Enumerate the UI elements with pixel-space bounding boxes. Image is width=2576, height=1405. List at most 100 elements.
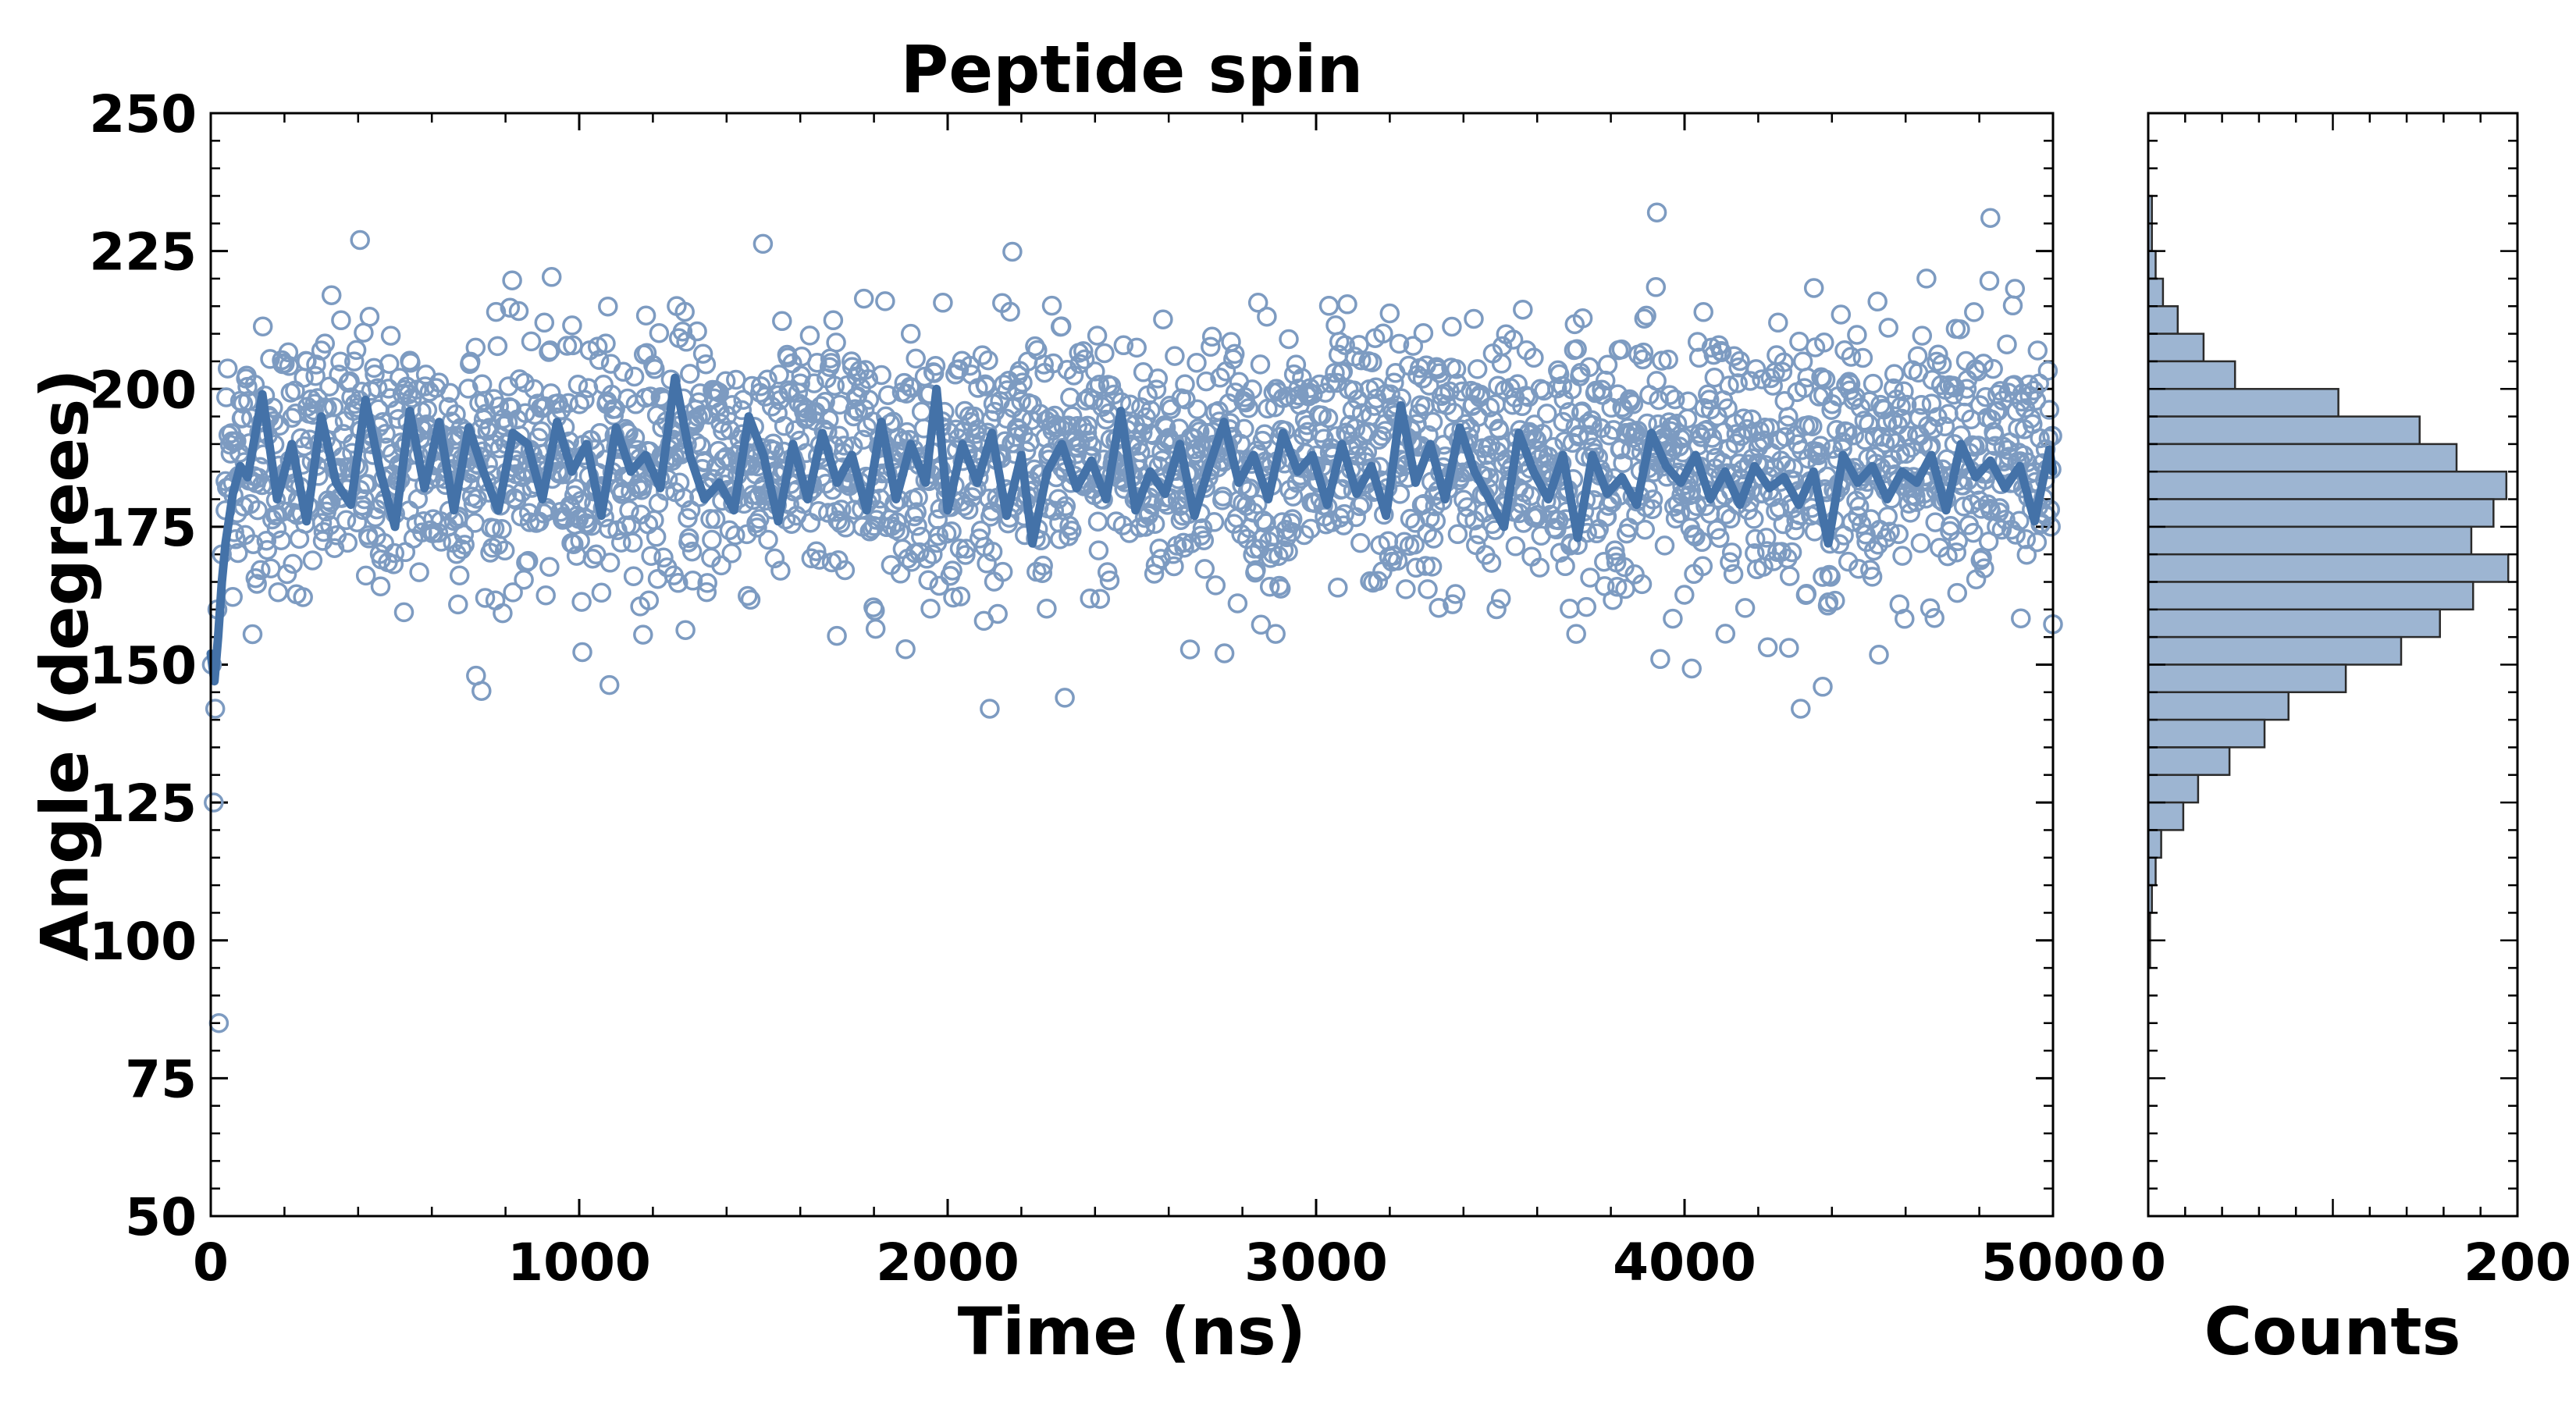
scatter-point — [1041, 295, 1062, 316]
scatter-point — [1658, 349, 1678, 370]
scatter-point — [1869, 645, 1889, 665]
scatter-point — [2005, 525, 2026, 545]
scatter-point — [465, 337, 486, 358]
scatter-point — [1985, 436, 2005, 456]
scatter-point — [1201, 336, 1221, 357]
scatter-point — [1113, 335, 1134, 356]
scatter-point — [1620, 392, 1641, 412]
scatter-point — [1373, 323, 1393, 344]
scatter-point — [1947, 582, 1968, 603]
scatter-point — [1069, 354, 1090, 374]
scatter-point — [887, 512, 907, 533]
scatter-point — [228, 542, 248, 564]
scatter-point — [508, 301, 529, 322]
scatter-point — [1328, 578, 1348, 598]
scatter-point — [1631, 574, 1653, 595]
x-tick-label: 4000 — [1613, 1232, 1756, 1293]
scatter-point — [702, 529, 722, 550]
scatter-point — [1442, 316, 1462, 337]
scatter-point — [562, 315, 582, 336]
scatter-point — [1646, 202, 1667, 222]
scatter-point — [1443, 594, 1463, 614]
scatter-point — [1082, 436, 1102, 457]
scatter-point — [315, 333, 336, 354]
scatter-point — [2011, 608, 2031, 628]
scatter-point — [1147, 368, 1169, 389]
scatter-point — [1635, 519, 1656, 540]
scatter-point — [1089, 374, 1110, 395]
scatter-point — [1934, 416, 1955, 437]
y-tick-label: 125 — [89, 774, 197, 834]
scatter-point — [344, 351, 365, 372]
scatter-point — [933, 293, 953, 313]
scatter-point — [599, 674, 620, 695]
scatter-point — [1810, 436, 1831, 456]
scatter-point — [705, 509, 726, 529]
scatter-point — [920, 598, 941, 619]
scatter-point — [1980, 208, 2001, 228]
scatter-point — [622, 532, 643, 553]
scatter-point — [1350, 532, 1371, 553]
scatter-point — [463, 493, 484, 514]
scatter-point — [1075, 390, 1096, 411]
scatter-point — [539, 557, 560, 577]
scatter-point — [514, 569, 534, 590]
scatter-point — [1204, 512, 1225, 532]
scatter-point — [1567, 339, 1587, 359]
scatter-point — [454, 535, 475, 555]
scatter-point — [908, 487, 928, 507]
scatter-point — [972, 345, 993, 365]
scatter-point — [1253, 510, 1273, 531]
scatter-point — [1327, 372, 1347, 393]
scatter-point — [448, 594, 468, 615]
scatter-point — [589, 350, 610, 370]
scatter-point — [1670, 503, 1690, 524]
scatter-point — [731, 400, 753, 421]
scatter-point — [503, 582, 523, 603]
scatter-point — [1165, 346, 1185, 366]
scatter-point — [1278, 541, 1298, 562]
scatter-point — [204, 792, 224, 813]
scatter-point — [907, 516, 927, 536]
scatter-point — [415, 376, 436, 397]
scatter-point — [1642, 489, 1663, 510]
scatter-point — [1724, 346, 1745, 366]
scatter-point — [1634, 308, 1655, 329]
scatter-point — [1139, 503, 1159, 524]
scatter-point — [1632, 349, 1653, 370]
scatter-point — [1884, 364, 1905, 384]
scatter-point — [247, 500, 268, 521]
scatter-point — [2009, 510, 2030, 531]
scatter-point — [1928, 344, 1948, 365]
scatter-point — [350, 229, 370, 251]
scatter-point — [1470, 384, 1491, 405]
scatter-point — [1234, 418, 1254, 439]
scatter-point — [853, 288, 874, 309]
histogram-bar — [2147, 333, 2205, 363]
scatter-point — [1603, 589, 1623, 610]
scatter-point — [1665, 508, 1686, 529]
scatter-point — [1740, 371, 1760, 391]
scatter-point — [278, 342, 299, 363]
scatter-point — [1032, 563, 1053, 583]
scatter-point — [1140, 400, 1161, 421]
scatter-point — [380, 325, 401, 346]
scatter-point — [1119, 394, 1140, 414]
scatter-point — [799, 325, 820, 346]
scatter-point — [1400, 508, 1421, 529]
scatter-point — [1396, 579, 1416, 599]
scatter-point — [1937, 546, 1958, 567]
scatter-point — [1194, 559, 1215, 579]
scatter-point — [257, 539, 278, 560]
scatter-point — [1251, 614, 1272, 635]
scatter-point — [1779, 638, 1799, 658]
scatter-point — [1814, 333, 1834, 353]
scatter-point — [806, 541, 827, 561]
scatter-point — [1623, 394, 1644, 414]
scatter-point — [942, 560, 962, 581]
scatter-point — [753, 233, 774, 254]
scatter-point — [1678, 391, 1699, 412]
scatter-point — [1033, 555, 1053, 576]
scatter-point — [1058, 415, 1078, 436]
scatter-point — [749, 509, 770, 529]
